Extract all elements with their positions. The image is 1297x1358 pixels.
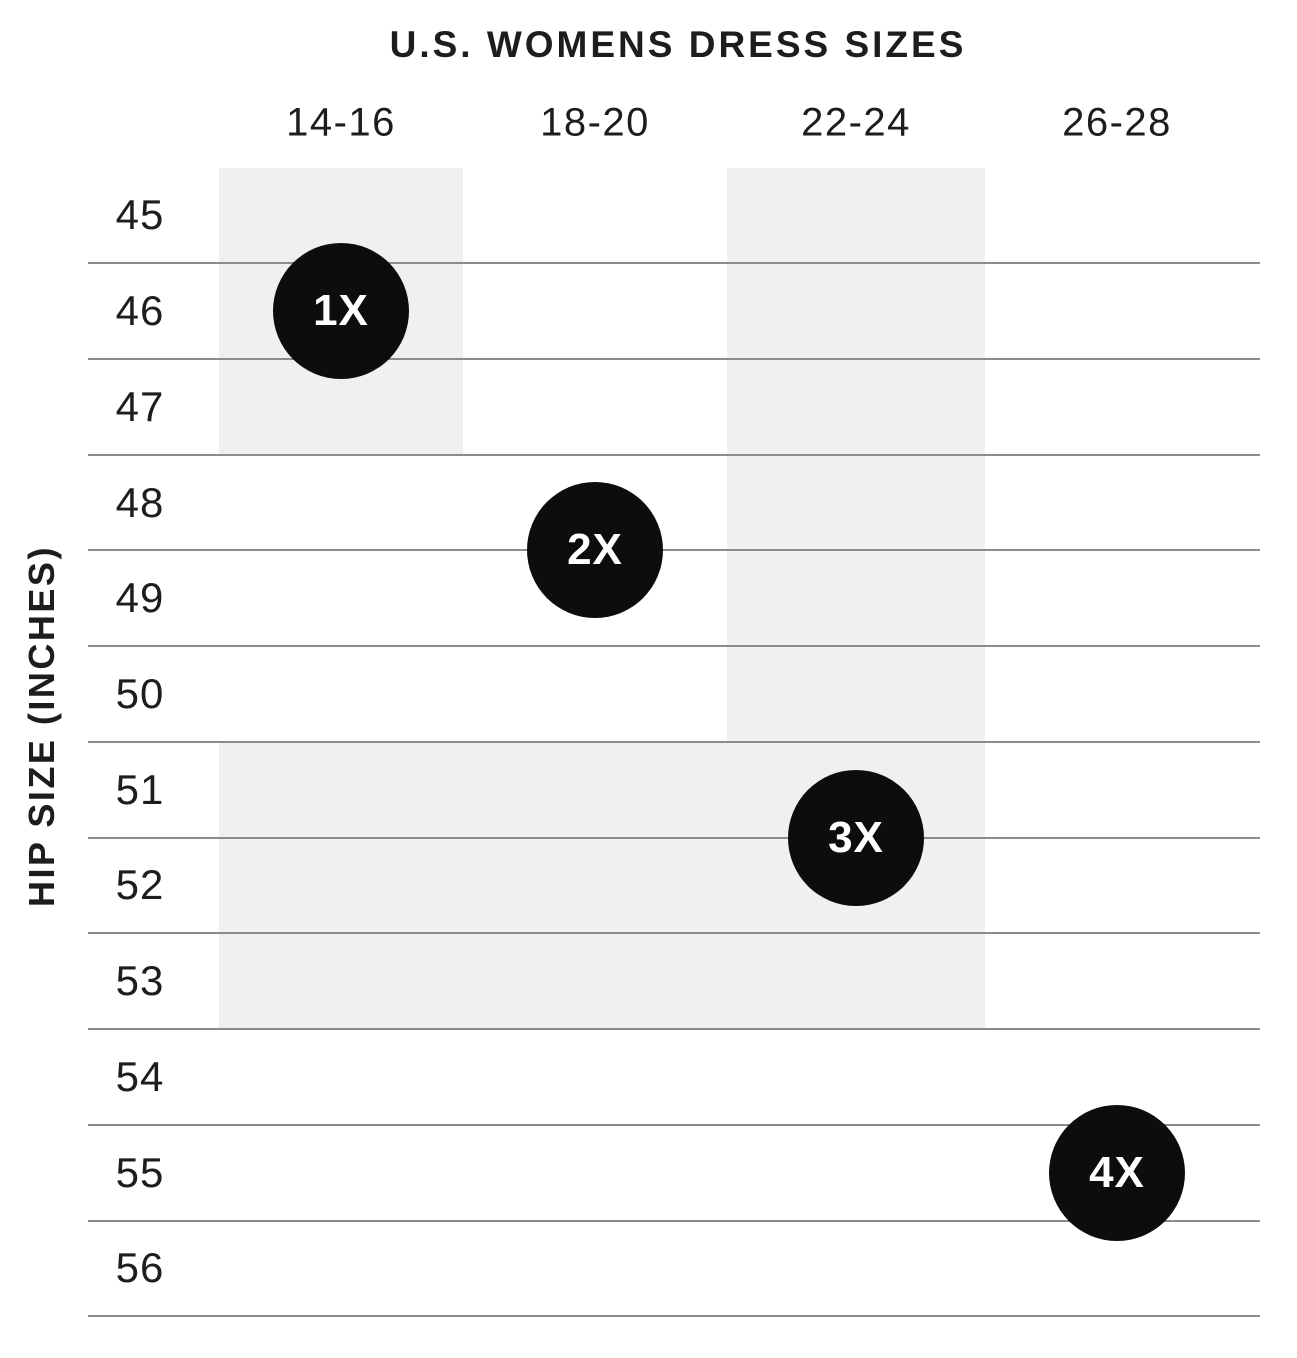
y-tick-label: 50	[115, 670, 165, 717]
x-category-label: 26-28	[1062, 100, 1172, 145]
y-tick-label: 53	[115, 957, 165, 1005]
x-category-label: 18-20	[540, 100, 650, 145]
size-marker-3x: 3X	[788, 769, 924, 906]
y-tick-label: 54	[115, 1052, 165, 1100]
y-axis-title: HIP SIZE (INCHES)	[21, 545, 62, 907]
y-tick-label: 46	[115, 287, 165, 335]
size-marker-4x: 4X	[1049, 1104, 1185, 1241]
gridline	[88, 740, 1260, 743]
gridline	[88, 453, 1260, 456]
gridline	[88, 549, 1260, 552]
gridline	[88, 1219, 1260, 1222]
y-tick-label: 49	[115, 574, 165, 622]
gridline	[88, 1315, 1260, 1318]
y-tick-label: 47	[115, 382, 165, 430]
x-category-label: 14-16	[286, 100, 396, 145]
chart-title: U.S. WOMENS DRESS SIZES	[389, 24, 967, 65]
size-marker-2x: 2X	[527, 482, 663, 619]
gridline	[88, 1123, 1260, 1126]
gridline	[88, 1028, 1260, 1031]
size-marker-1x: 1X	[273, 243, 409, 380]
y-tick-label: 51	[115, 765, 165, 813]
x-category-label: 22-24	[801, 100, 911, 145]
y-tick-label: 56	[115, 1244, 165, 1292]
y-tick-label: 48	[115, 478, 165, 526]
y-tick-label: 45	[115, 191, 165, 239]
gridline	[88, 836, 1260, 839]
gridline	[88, 262, 1260, 265]
gridline	[88, 357, 1260, 360]
gridline	[88, 932, 1260, 935]
y-tick-label: 52	[115, 861, 165, 909]
y-tick-label: 55	[115, 1148, 165, 1196]
gridline	[88, 645, 1260, 648]
